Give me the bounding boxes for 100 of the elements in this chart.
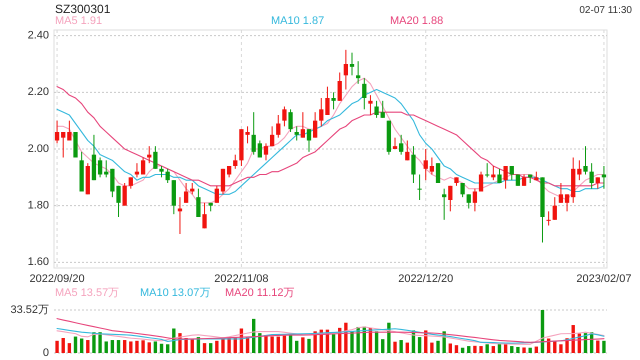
bar (602, 340, 606, 353)
candlestick (300, 112, 305, 138)
bar (559, 344, 563, 353)
bar (148, 342, 151, 353)
candlestick (325, 86, 330, 116)
candlestick (344, 49, 348, 90)
bar (492, 346, 496, 353)
y-tick-label: 2.00 (28, 142, 49, 155)
candlestick (602, 166, 606, 190)
candlestick (331, 92, 336, 110)
candlestick (510, 166, 514, 181)
bar (184, 338, 188, 353)
bar (374, 331, 378, 353)
candlestick (448, 185, 452, 212)
bar (534, 346, 538, 353)
y-tick-label: 33.52万 (10, 304, 49, 316)
candlestick (460, 182, 465, 198)
bar (381, 339, 384, 353)
candlestick (472, 188, 478, 212)
candlestick (485, 162, 490, 178)
y-tick-label: 1.80 (28, 200, 49, 212)
text: MA10 13.07万 (140, 287, 210, 299)
candlestick (98, 157, 102, 178)
candlestick (233, 154, 238, 170)
candlestick (116, 185, 121, 218)
candlestick (362, 78, 366, 110)
x-tick-label: 2022/09/20 (30, 273, 85, 285)
candlestick (178, 196, 182, 234)
candlestick (134, 162, 140, 178)
bar (252, 318, 256, 353)
candlestick (190, 182, 194, 195)
candlestick (276, 114, 280, 138)
candlestick (220, 168, 226, 195)
candlestick (350, 52, 354, 76)
bar (166, 344, 170, 353)
bar (202, 343, 206, 353)
candlestick (264, 142, 268, 161)
candlestick (282, 106, 287, 127)
candlestick (399, 134, 404, 156)
bar (430, 342, 434, 353)
bar (553, 340, 556, 353)
bar (301, 337, 305, 353)
text: MA10 1.87 (271, 15, 324, 27)
candlestick (417, 174, 422, 200)
candlestick (122, 182, 127, 206)
bar (62, 338, 65, 353)
bar (122, 340, 126, 353)
bar (485, 344, 489, 353)
candlestick (306, 128, 312, 152)
line-series (56, 318, 604, 343)
candlestick (312, 112, 318, 138)
bar (510, 346, 514, 353)
candlestick (503, 166, 508, 190)
candlestick (589, 162, 594, 190)
candlestick (436, 162, 440, 184)
candlestick (374, 100, 379, 118)
candlestick (552, 196, 557, 220)
candlestick (583, 146, 588, 175)
candlestick (356, 60, 360, 84)
bar (270, 336, 274, 353)
bar (473, 346, 477, 353)
candlestick (380, 100, 385, 118)
candlestick (491, 166, 496, 181)
bar (528, 348, 532, 353)
bar (332, 334, 336, 353)
bar (467, 346, 470, 353)
y-tick-label: 0 (42, 346, 49, 359)
bar (288, 334, 292, 353)
bar (320, 330, 323, 353)
bar (154, 341, 158, 353)
candlestick (166, 168, 170, 184)
candlestick (338, 72, 342, 102)
y-tick-label: 2.40 (28, 30, 49, 42)
bar (141, 340, 145, 353)
text: MA5 1.91 (55, 15, 102, 27)
candlestick (202, 202, 207, 229)
candlestick (522, 174, 526, 186)
candlestick (153, 146, 158, 170)
text: MA20 1.88 (390, 15, 444, 27)
bar (55, 340, 59, 353)
bar (129, 341, 132, 353)
candlestick (442, 188, 446, 220)
candlestick (147, 146, 152, 164)
bar (393, 342, 397, 353)
candlestick (294, 126, 299, 141)
bar (454, 345, 458, 353)
bar (596, 340, 600, 353)
bar (460, 348, 464, 353)
chart-title: SZ300301 (55, 2, 111, 16)
candlestick (558, 182, 564, 204)
candlestick (226, 166, 232, 178)
candlestick (411, 146, 416, 184)
bar (196, 337, 200, 353)
bar (98, 332, 102, 353)
candlestick (245, 126, 250, 144)
candlestick (184, 182, 188, 204)
candlestick (140, 157, 146, 175)
candlestick (319, 98, 324, 127)
candlestick (288, 108, 293, 132)
bar (516, 346, 520, 353)
